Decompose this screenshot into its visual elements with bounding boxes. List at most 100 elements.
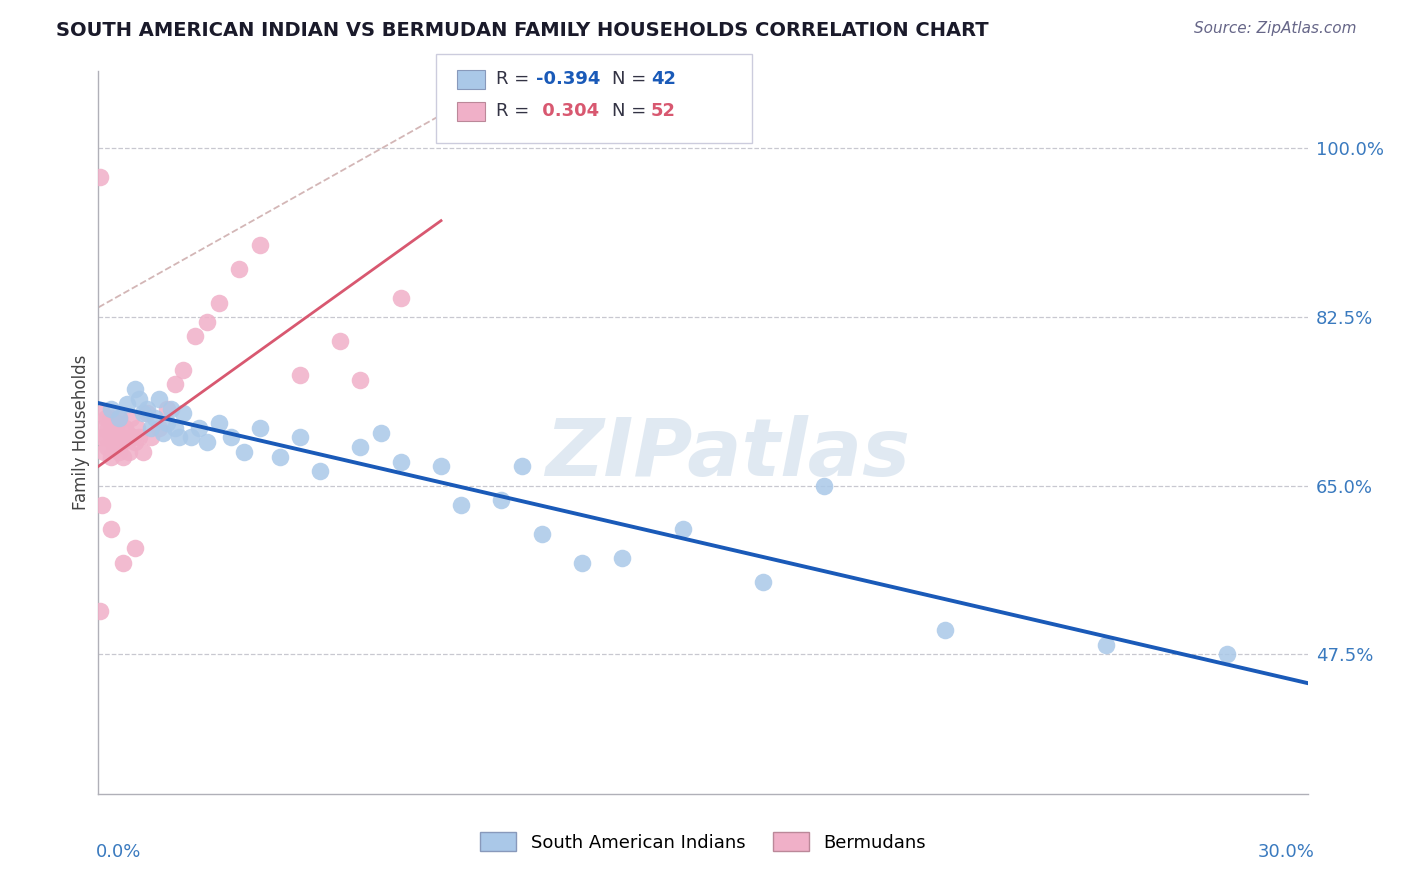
Point (163, 421, 186, 435)
Point (118, 445, 141, 459)
Point (160, 401, 183, 416)
Point (349, 373, 371, 387)
Point (135, 406, 157, 420)
Point (934, 623, 956, 637)
Point (107, 445, 129, 459)
Point (1216, 647, 1239, 661)
Point (89, 604, 111, 618)
Point (100, 450, 122, 464)
Point (120, 411, 142, 425)
Point (389, 454, 412, 468)
Point (288, 368, 311, 382)
Text: 52: 52 (651, 103, 676, 120)
Point (96, 440, 118, 454)
Point (195, 435, 218, 450)
Point (103, 430, 125, 444)
Point (450, 498, 472, 512)
Point (114, 421, 136, 435)
Point (188, 421, 211, 435)
Text: ZIPatlas: ZIPatlas (544, 416, 910, 493)
Point (96, 411, 118, 425)
Point (612, 550, 634, 565)
Point (329, 334, 352, 348)
Point (111, 556, 134, 570)
Point (510, 459, 533, 474)
Point (124, 541, 146, 556)
Point (139, 430, 162, 444)
Point (172, 406, 194, 420)
Point (370, 425, 392, 440)
Point (208, 416, 231, 430)
Point (91, 498, 114, 512)
Point (97, 421, 120, 435)
Point (132, 406, 155, 420)
Point (148, 392, 170, 406)
Text: SOUTH AMERICAN INDIAN VS BERMUDAN FAMILY HOUSEHOLDS CORRELATION CHART: SOUTH AMERICAN INDIAN VS BERMUDAN FAMILY… (56, 21, 988, 39)
Point (184, 329, 207, 343)
Point (108, 411, 131, 425)
Point (349, 440, 371, 454)
Point (115, 425, 138, 440)
Point (110, 430, 132, 444)
Text: 30.0%: 30.0% (1258, 843, 1315, 861)
Point (139, 421, 162, 435)
Point (135, 401, 157, 416)
Point (813, 478, 835, 492)
Point (195, 315, 218, 329)
Text: N =: N = (612, 103, 651, 120)
Text: 42: 42 (651, 70, 676, 88)
Text: 0.0%: 0.0% (96, 843, 141, 861)
Point (107, 430, 129, 444)
Point (430, 459, 453, 474)
Point (148, 421, 170, 435)
Point (571, 556, 593, 570)
Point (228, 261, 250, 276)
Point (105, 416, 128, 430)
Point (107, 411, 129, 425)
Point (103, 421, 125, 435)
Point (100, 522, 122, 536)
Point (208, 295, 231, 310)
Point (232, 445, 254, 459)
Point (389, 291, 412, 305)
Text: 0.304: 0.304 (536, 103, 599, 120)
Point (269, 450, 291, 464)
Point (752, 574, 775, 589)
Point (172, 363, 194, 377)
Point (167, 430, 190, 444)
Point (111, 450, 134, 464)
Point (91, 406, 114, 420)
Point (100, 411, 122, 425)
Point (156, 416, 179, 430)
Point (143, 411, 166, 425)
Point (89, 170, 111, 185)
Point (249, 421, 271, 435)
Point (491, 493, 513, 508)
Point (121, 430, 143, 444)
Point (94, 430, 117, 444)
Point (128, 430, 150, 444)
Y-axis label: Family Households: Family Households (72, 355, 90, 510)
Point (104, 440, 127, 454)
Point (309, 464, 332, 478)
Point (249, 237, 271, 252)
Text: R =: R = (496, 103, 536, 120)
Point (221, 430, 243, 444)
Point (152, 425, 174, 440)
Point (180, 430, 202, 444)
Text: N =: N = (612, 70, 651, 88)
Point (132, 445, 155, 459)
Legend: South American Indians, Bermudans: South American Indians, Bermudans (471, 822, 935, 861)
Point (98, 425, 121, 440)
Point (90, 430, 112, 444)
Point (124, 435, 146, 450)
Point (91, 421, 114, 435)
Point (115, 397, 138, 411)
Point (111, 435, 134, 450)
Text: Source: ZipAtlas.com: Source: ZipAtlas.com (1194, 21, 1357, 36)
Point (288, 430, 311, 444)
Point (156, 401, 179, 416)
Point (530, 526, 553, 541)
Point (101, 435, 124, 450)
Text: R =: R = (496, 70, 536, 88)
